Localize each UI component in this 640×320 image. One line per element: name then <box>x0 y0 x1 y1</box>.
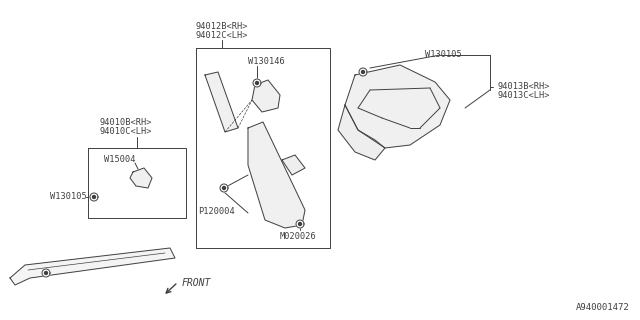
Polygon shape <box>45 271 47 275</box>
Text: W130146: W130146 <box>248 57 285 66</box>
Polygon shape <box>130 168 152 188</box>
Text: FRONT: FRONT <box>182 278 211 288</box>
Polygon shape <box>10 248 175 285</box>
Polygon shape <box>296 220 304 228</box>
Text: 94012C<LH>: 94012C<LH> <box>196 31 248 40</box>
Polygon shape <box>253 79 261 87</box>
Polygon shape <box>359 68 367 76</box>
Polygon shape <box>93 196 95 198</box>
Text: W15004: W15004 <box>104 155 136 164</box>
Polygon shape <box>255 82 259 84</box>
Polygon shape <box>42 269 50 277</box>
Text: 94013B<RH>: 94013B<RH> <box>498 82 550 91</box>
Text: 94010B<RH>: 94010B<RH> <box>100 118 152 127</box>
Text: 94013C<LH>: 94013C<LH> <box>498 91 550 100</box>
Polygon shape <box>298 222 301 226</box>
Text: 94012B<RH>: 94012B<RH> <box>196 22 248 31</box>
Polygon shape <box>196 48 330 248</box>
Polygon shape <box>282 155 305 175</box>
Polygon shape <box>90 193 98 201</box>
Polygon shape <box>223 187 225 189</box>
Polygon shape <box>345 65 450 148</box>
Text: M020026: M020026 <box>280 232 317 241</box>
Polygon shape <box>205 72 238 132</box>
Text: P120004: P120004 <box>198 207 235 216</box>
Polygon shape <box>338 105 385 160</box>
Text: W130105: W130105 <box>50 192 87 201</box>
Polygon shape <box>252 80 280 112</box>
Text: W130105: W130105 <box>425 50 461 59</box>
Polygon shape <box>88 148 186 218</box>
Text: A940001472: A940001472 <box>576 303 630 312</box>
Polygon shape <box>220 184 228 192</box>
Text: 94010C<LH>: 94010C<LH> <box>100 127 152 136</box>
Polygon shape <box>362 70 365 74</box>
Polygon shape <box>248 122 305 228</box>
